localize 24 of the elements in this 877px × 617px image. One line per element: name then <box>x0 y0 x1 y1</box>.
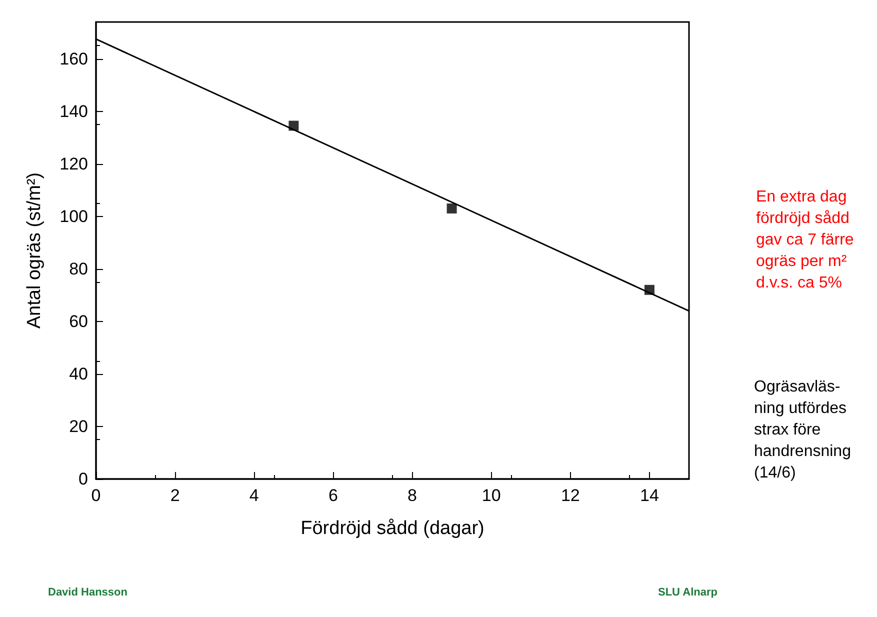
x-tick-label: 8 <box>408 486 417 505</box>
text: David Hansson <box>48 586 128 598</box>
x-tick-label: 4 <box>249 486 259 505</box>
point <box>446 203 457 214</box>
y-tick-label: 160 <box>60 49 88 68</box>
x-tick-label: 0 <box>91 486 101 505</box>
y-axis-title: Antal ogräs (st/m²) <box>24 172 45 329</box>
x-tick-label: 12 <box>560 486 580 505</box>
y-tick-label: 100 <box>60 206 88 226</box>
x-tick-label: 10 <box>482 486 501 505</box>
x-tick-label: 2 <box>170 486 180 505</box>
text: En extra dag fördröjd sådd gav ca 7 färre ogräs per m² d.v.s. ca 5% <box>756 188 854 292</box>
x-tick-label: 6 <box>328 486 338 505</box>
y-tick-label: 20 <box>69 416 88 436</box>
y-tick-label: 40 <box>69 364 88 384</box>
y-tick-label: 120 <box>60 154 88 174</box>
y-tick-label: 140 <box>60 102 88 121</box>
text: Ogräsavläs- ning utfördes strax före handrensning (14/6) <box>754 378 851 482</box>
y-tick-label: 80 <box>69 259 88 278</box>
y-tick-label: 0 <box>78 470 88 488</box>
text: SLU Alnarp <box>658 586 718 598</box>
x-tick-label: 14 <box>640 486 659 505</box>
x-axis-title: Fördröjd sådd (dagar) <box>300 518 484 539</box>
y-tick-label: 60 <box>69 312 88 331</box>
